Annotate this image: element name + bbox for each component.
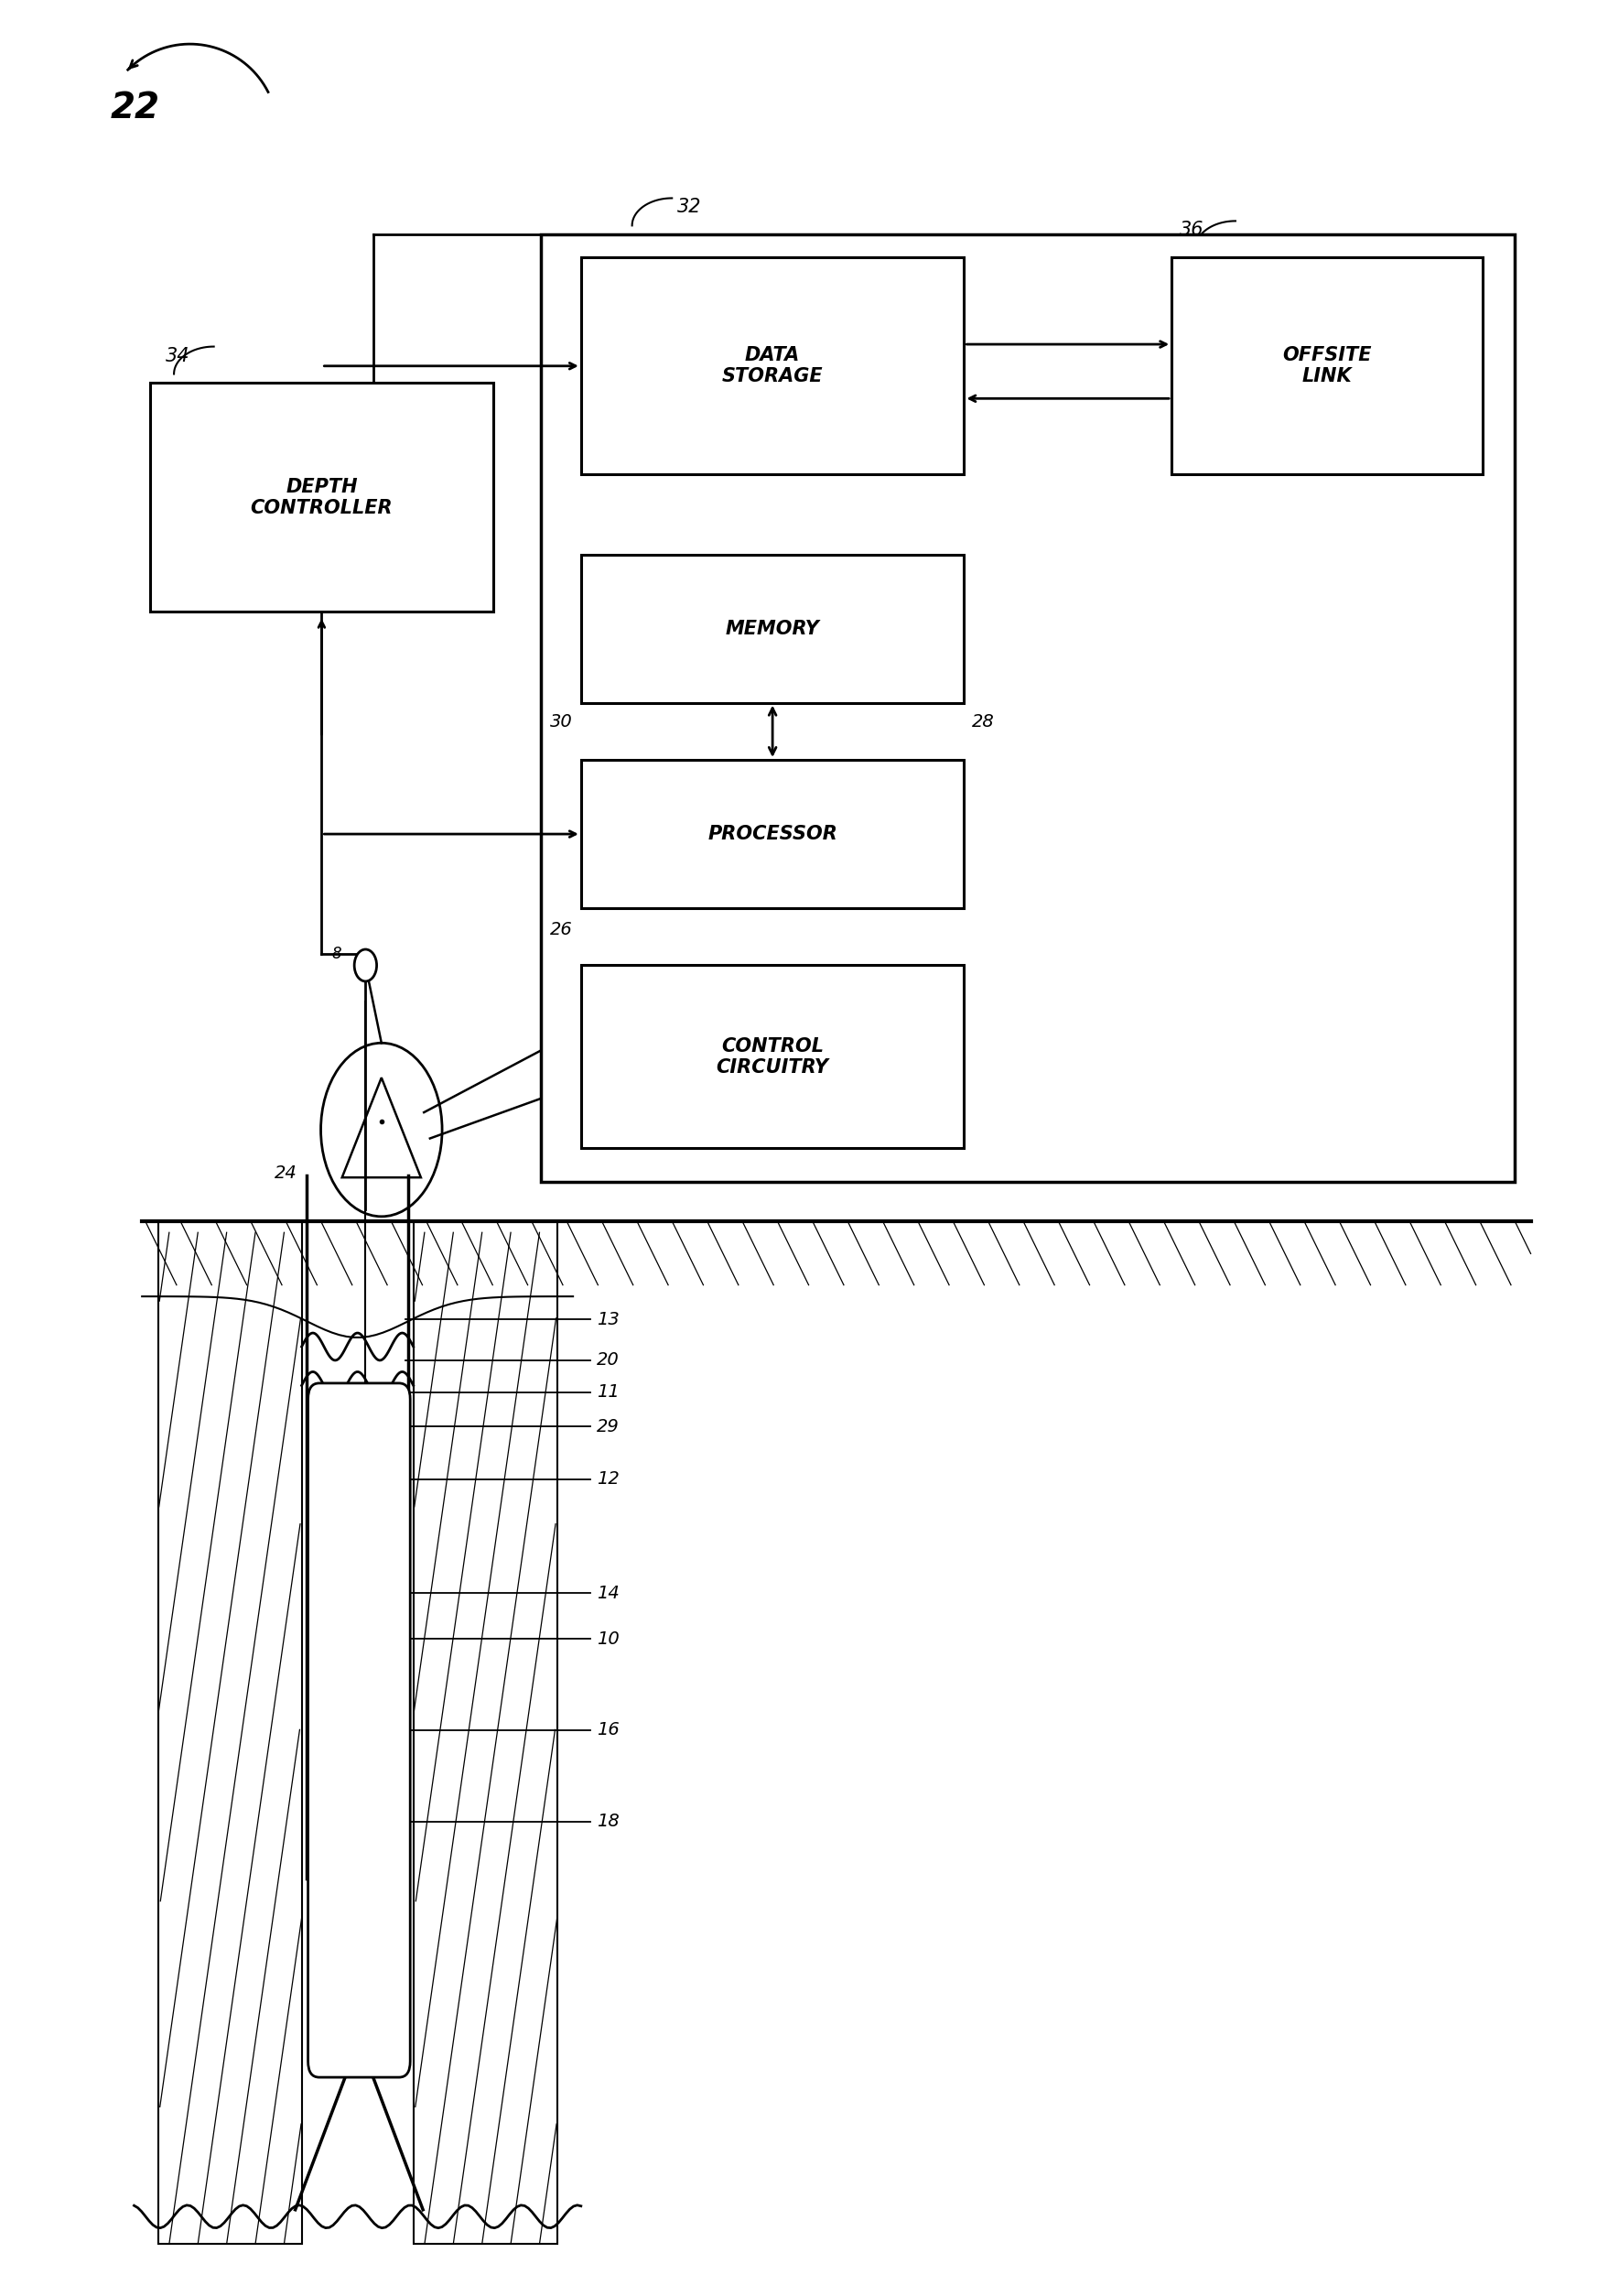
Text: CONTROL
CIRCUITRY: CONTROL CIRCUITRY [716, 1038, 828, 1077]
Text: 36: 36 [1179, 220, 1203, 239]
Text: 24: 24 [273, 1164, 297, 1182]
Bar [580, 760, 963, 909]
Text: 28: 28 [971, 712, 994, 730]
Text: 10: 10 [597, 1630, 619, 1649]
Text: 34: 34 [166, 347, 190, 365]
Text: 22: 22 [109, 92, 159, 126]
Text: 8: 8 [331, 946, 341, 962]
Bar [150, 383, 494, 611]
Text: PROCESSOR: PROCESSOR [708, 824, 838, 843]
Text: 32: 32 [677, 197, 701, 216]
Text: 13: 13 [597, 1311, 619, 1327]
Text: 11: 11 [597, 1384, 619, 1401]
Text: 16: 16 [597, 1722, 619, 1738]
Bar [413, 1221, 556, 2243]
Text: 26: 26 [550, 921, 572, 939]
Circle shape [354, 948, 376, 980]
Text: 20: 20 [597, 1352, 619, 1368]
Text: 18: 18 [597, 1814, 619, 1830]
Text: MEMORY: MEMORY [725, 620, 818, 638]
Bar [158, 1221, 301, 2243]
Bar [580, 257, 963, 475]
Text: OFFSITE
LINK: OFFSITE LINK [1282, 347, 1372, 386]
FancyBboxPatch shape [307, 1382, 410, 2078]
Text: DEPTH
CONTROLLER: DEPTH CONTROLLER [251, 478, 392, 517]
Text: DATA
STORAGE: DATA STORAGE [722, 347, 823, 386]
Text: 29: 29 [597, 1419, 619, 1435]
Text: 30: 30 [550, 712, 572, 730]
Bar [540, 234, 1513, 1182]
Text: 12: 12 [597, 1469, 619, 1488]
Bar [1171, 257, 1483, 475]
Bar [580, 553, 963, 703]
Text: 14: 14 [597, 1584, 619, 1603]
Bar [580, 964, 963, 1148]
